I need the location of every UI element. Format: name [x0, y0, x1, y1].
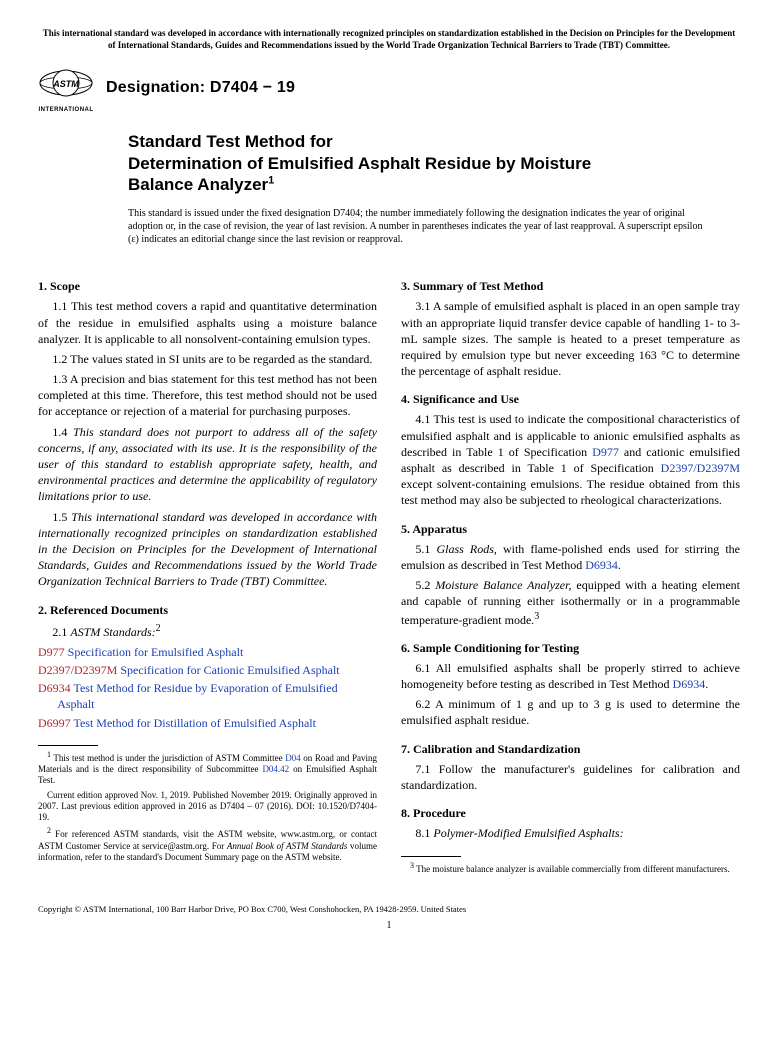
ref-d6934[interactable]: D6934 Test Method for Residue by Evapora…: [38, 680, 377, 712]
ref-d6997[interactable]: D6997 Test Method for Distillation of Em…: [38, 715, 377, 731]
footnote-link-d04[interactable]: D04: [285, 753, 301, 763]
right-column: 3. Summary of Test Method 3.1 A sample o…: [401, 266, 740, 878]
footnote-rule-right: [401, 856, 461, 857]
footnote-3: 3 The moisture balance analyzer is avail…: [401, 861, 740, 875]
referenced-documents-list: D977 Specification for Emulsified Asphal…: [38, 644, 377, 731]
link-d977[interactable]: D977: [592, 445, 619, 459]
section-4-heading: 4. Significance and Use: [401, 391, 740, 407]
page-number: 1: [38, 919, 740, 933]
footnotes-right: 3 The moisture balance analyzer is avail…: [401, 861, 740, 875]
para-1-1: 1.1 This test method covers a rapid and …: [38, 298, 377, 347]
para-2-1: 2.1 ASTM Standards:2: [38, 622, 377, 640]
para-1-3: 1.3 A precision and bias statement for t…: [38, 371, 377, 420]
top-compliance-notice: This international standard was develope…: [39, 28, 739, 51]
section-7-heading: 7. Calibration and Standardization: [401, 741, 740, 757]
page-footer: Copyright © ASTM International, 100 Barr…: [38, 904, 740, 933]
section-1-heading: 1. Scope: [38, 278, 377, 294]
footnotes-left: 1 This test method is under the jurisdic…: [38, 750, 377, 863]
para-8-1: 8.1 Polymer-Modified Emulsified Asphalts…: [401, 825, 740, 841]
designation-label: Designation: D7404 − 19: [106, 77, 295, 99]
issuance-note: This standard is issued under the fixed …: [128, 207, 710, 246]
title-line-3: Balance Analyzer1: [128, 174, 700, 195]
para-6-2: 6.2 A minimum of 1 g and up to 3 g is us…: [401, 696, 740, 728]
footnote-1-cont: Current edition approved Nov. 1, 2019. P…: [38, 790, 377, 824]
para-1-4: 1.4 1.4 This standard does not purport t…: [38, 424, 377, 505]
astm-logo: ASTM INTERNATIONAL: [38, 61, 94, 113]
footnote-rule-left: [38, 745, 98, 746]
footnote-2: 2 For referenced ASTM standards, visit t…: [38, 826, 377, 863]
para-5-1: 5.1 Glass Rods, with flame-polished ends…: [401, 541, 740, 573]
para-3-1: 3.1 A sample of emulsified asphalt is pl…: [401, 298, 740, 379]
title-block: Standard Test Method for Determination o…: [128, 131, 700, 195]
section-5-heading: 5. Apparatus: [401, 521, 740, 537]
header-row: ASTM INTERNATIONAL Designation: D7404 − …: [38, 61, 740, 113]
link-d6934-b[interactable]: D6934: [673, 677, 706, 691]
logo-text-top: ASTM: [52, 79, 79, 89]
logo-text-bottom: INTERNATIONAL: [38, 107, 93, 113]
link-d2397[interactable]: D2397/D2397M: [661, 461, 740, 475]
section-3-heading: 3. Summary of Test Method: [401, 278, 740, 294]
copyright-line: Copyright © ASTM International, 100 Barr…: [38, 904, 740, 915]
title-line-1: Standard Test Method for: [128, 131, 700, 152]
ref-d2397[interactable]: D2397/D2397M Specification for Cationic …: [38, 662, 377, 678]
section-8-heading: 8. Procedure: [401, 805, 740, 821]
section-2-heading: 2. Referenced Documents: [38, 602, 377, 618]
title-line-2: Determination of Emulsified Asphalt Resi…: [128, 153, 700, 174]
para-6-1: 6.1 All emulsified asphalts shall be pro…: [401, 660, 740, 692]
para-1-2: 1.2 The values stated in SI units are to…: [38, 351, 377, 367]
para-1-5: 1.5 This international standard was deve…: [38, 509, 377, 590]
footnote-link-d0442[interactable]: D04.42: [262, 764, 289, 774]
para-5-2: 5.2 Moisture Balance Analyzer, equipped …: [401, 577, 740, 628]
left-column: 1. Scope 1.1 This test method covers a r…: [38, 266, 377, 878]
para-7-1: 7.1 Follow the manufacturer's guidelines…: [401, 761, 740, 793]
ref-d977[interactable]: D977 Specification for Emulsified Asphal…: [38, 644, 377, 660]
section-6-heading: 6. Sample Conditioning for Testing: [401, 640, 740, 656]
para-4-1: 4.1 This test is used to indicate the co…: [401, 411, 740, 508]
two-column-body: 1. Scope 1.1 This test method covers a r…: [38, 266, 740, 878]
footnote-1: 1 This test method is under the jurisdic…: [38, 750, 377, 787]
link-d6934-a[interactable]: D6934: [585, 558, 618, 572]
